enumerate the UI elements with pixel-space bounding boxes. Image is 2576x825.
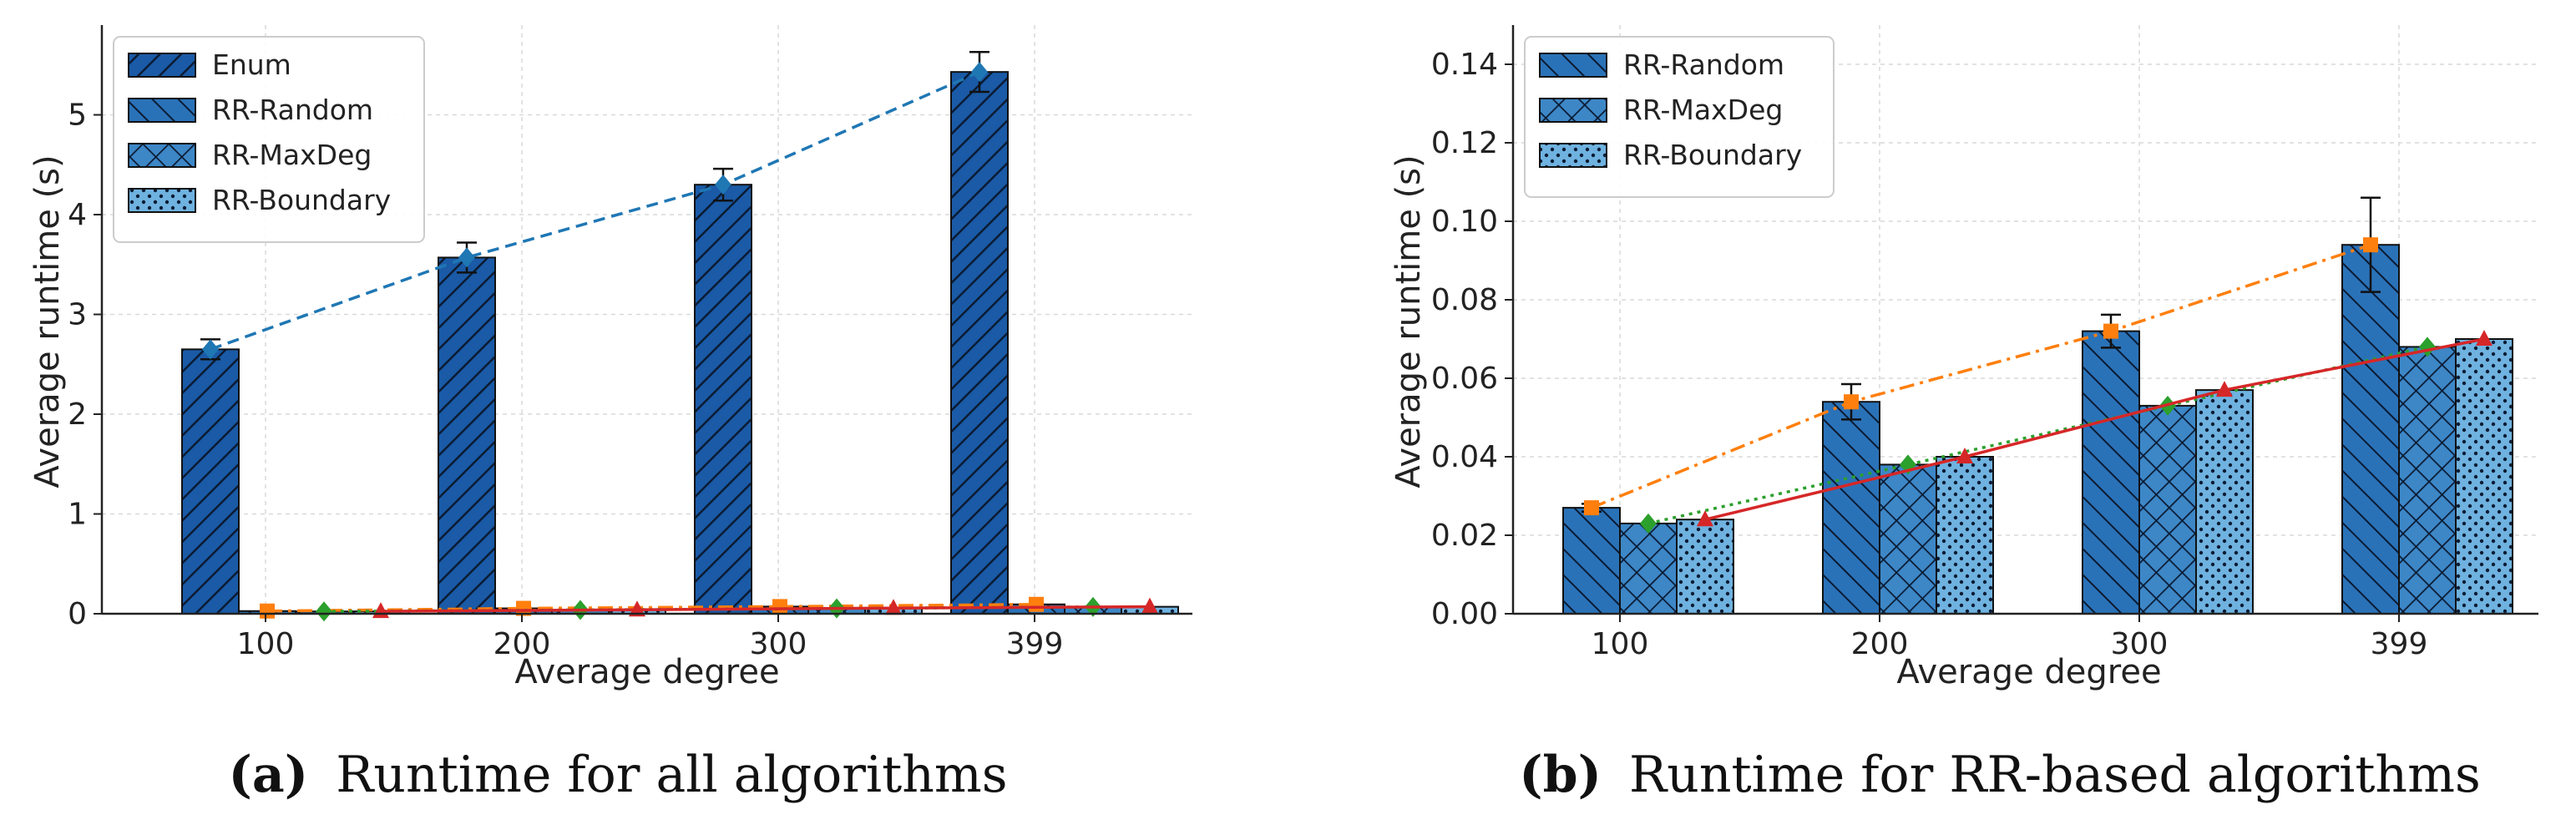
- y-ticks-a: 0 1 2 3 4 5: [68, 99, 102, 631]
- y-ticks-b: 0.00 0.02 0.04 0.06 0.08 0.10 0.12 0.14: [1431, 48, 1513, 631]
- trend-marker-enum-2: [715, 175, 731, 195]
- trend-marker-rr-boundary-2: [885, 599, 902, 615]
- trend-marker-rr-maxdeg-0: [316, 601, 332, 622]
- x-tick-label: 200: [1851, 627, 1909, 661]
- trend-marker-rr-maxdeg-0: [1640, 513, 1657, 534]
- legend-label-rr-maxdeg: RR-MaxDeg: [212, 139, 372, 171]
- legend-b: RR-Random RR-MaxDeg RR-Boundary: [1524, 36, 1835, 198]
- x-axis-label-a: Average degree: [514, 653, 779, 691]
- caption-letter-a: (a): [228, 746, 308, 804]
- trend-marker-enum-3: [971, 62, 988, 83]
- legend-swatch-rr-boundary: [1539, 143, 1607, 168]
- x-tick-label: 200: [493, 627, 551, 661]
- x-tick-label: 300: [750, 627, 807, 661]
- bar-rr-boundary-100: [1676, 519, 1734, 615]
- trend-marker-rr-boundary-1: [629, 600, 645, 617]
- legend-label-rr-random: RR-Random: [212, 94, 373, 126]
- y-axis-label-b: Average runtime (s): [1389, 154, 1428, 488]
- y-tick-label: 0.04: [1431, 440, 1498, 474]
- legend-swatch-rr-boundary: [128, 188, 196, 213]
- y-tick-label: 3: [68, 298, 87, 332]
- bar-rr-boundary-300: [2195, 389, 2254, 615]
- chart-panel-a: 0 1 2 3 4 5 100 200 300 399 Average degree Avera…: [28, 25, 1192, 804]
- trend-marker-rr-boundary-3: [2476, 330, 2492, 346]
- bar-rr-random-200: [1822, 401, 1880, 615]
- legend-label-rr-random: RR-Random: [1623, 48, 1784, 81]
- legend-swatch-enum: [128, 53, 196, 78]
- y-tick-label: 0.12: [1431, 126, 1498, 160]
- trend-marker-rr-random-3: [1029, 596, 1044, 612]
- legend-label-rr-boundary: RR-Boundary: [212, 184, 391, 216]
- trend-marker-rr-boundary-3: [1141, 597, 1158, 614]
- y-axis-label-a: Average runtime (s): [28, 154, 67, 488]
- trend-marker-rr-boundary-2: [2216, 381, 2233, 397]
- trend-marker-rr-random-3: [2363, 237, 2378, 253]
- y-tick-label: 0.00: [1431, 597, 1498, 631]
- legend-swatch-rr-random: [128, 98, 196, 123]
- legend-swatch-rr-random: [1539, 53, 1607, 78]
- legend-swatch-rr-maxdeg: [1539, 98, 1607, 123]
- caption-text-b: Runtime for RR-based algorithms: [1629, 746, 2481, 804]
- y-tick-label: 0.08: [1431, 283, 1498, 317]
- trend-marker-rr-random-1: [1844, 394, 1859, 410]
- trend-line-rr-random: [266, 603, 1037, 613]
- caption-b: (b) Runtime for RR-based algorithms: [1519, 746, 2481, 804]
- trend-lines-b: [1584, 237, 2492, 534]
- legend-label-rr-boundary: RR-Boundary: [1623, 139, 1802, 171]
- bar-rr-boundary-200: [1936, 456, 1994, 615]
- y-tick-label: 5: [68, 99, 87, 133]
- y-tick-label: 1: [68, 498, 87, 532]
- trend-marker-enum-1: [458, 247, 475, 268]
- legend-label-enum: Enum: [212, 48, 291, 81]
- trend-line-rr-boundary: [1704, 337, 2485, 521]
- caption-text-a: Runtime for all algorithms: [336, 746, 1007, 804]
- bar-rr-maxdeg-300: [2138, 404, 2197, 615]
- x-tick-label: 100: [237, 627, 295, 661]
- chart-panel-b: 0.00 0.02 0.04 0.06 0.08 0.10 0.12 0.14 100 200 3…: [1389, 25, 2538, 804]
- caption-a: (a) Runtime for all algorithms: [228, 746, 1007, 804]
- x-axis-label-b: Average degree: [1896, 653, 2161, 691]
- y-tick-label: 2: [68, 397, 87, 432]
- x-ticks-a: 100 200 300 399: [237, 614, 1064, 661]
- y-tick-label: 0.02: [1431, 519, 1498, 553]
- trend-line-enum: [210, 70, 980, 351]
- trend-marker-enum-0: [202, 339, 219, 360]
- trend-marker-rr-random-0: [1584, 500, 1599, 516]
- trend-marker-rr-boundary-0: [1697, 510, 1713, 527]
- x-tick-label: 100: [1592, 627, 1649, 661]
- bar-rr-random-300: [2082, 330, 2140, 615]
- legend-swatch-rr-maxdeg: [128, 143, 196, 168]
- bar-enum-300: [694, 184, 752, 615]
- bar-rr-maxdeg-100: [1619, 522, 1678, 615]
- x-tick-label: 399: [2371, 627, 2428, 661]
- y-tick-label: 0.14: [1431, 48, 1498, 82]
- x-ticks-b: 100 200 300 399: [1592, 614, 2428, 661]
- x-tick-label: 399: [1006, 627, 1064, 661]
- trend-marker-rr-random-0: [260, 603, 275, 619]
- bar-rr-random-100: [1562, 507, 1621, 615]
- trend-line-rr-boundary: [380, 605, 1151, 613]
- legend-label-rr-maxdeg: RR-MaxDeg: [1623, 94, 1783, 126]
- bars-b: [1562, 196, 2513, 615]
- y-tick-label: 4: [68, 198, 87, 232]
- trend-marker-rr-random-2: [2103, 323, 2118, 339]
- bar-rr-maxdeg-200: [1879, 463, 1937, 615]
- y-tick-label: 0.10: [1431, 205, 1498, 239]
- bar-rr-random-399: [2341, 244, 2400, 615]
- y-tick-label: 0.06: [1431, 362, 1498, 396]
- bar-rr-maxdeg-399: [2398, 346, 2457, 615]
- bar-rr-boundary-399: [2455, 338, 2513, 615]
- trend-marker-rr-random-2: [772, 599, 787, 615]
- bar-enum-100: [181, 348, 240, 615]
- trend-marker-rr-random-1: [516, 600, 531, 616]
- trend-marker-rr-boundary-1: [1956, 448, 1973, 463]
- y-tick-label: 0: [68, 597, 87, 631]
- x-tick-label: 300: [2111, 627, 2169, 661]
- legend-a: Enum RR-Random RR-MaxDeg RR-Boundary: [113, 36, 425, 243]
- bar-enum-399: [950, 71, 1009, 615]
- bar-enum-200: [438, 256, 496, 615]
- caption-letter-b: (b): [1519, 746, 1602, 804]
